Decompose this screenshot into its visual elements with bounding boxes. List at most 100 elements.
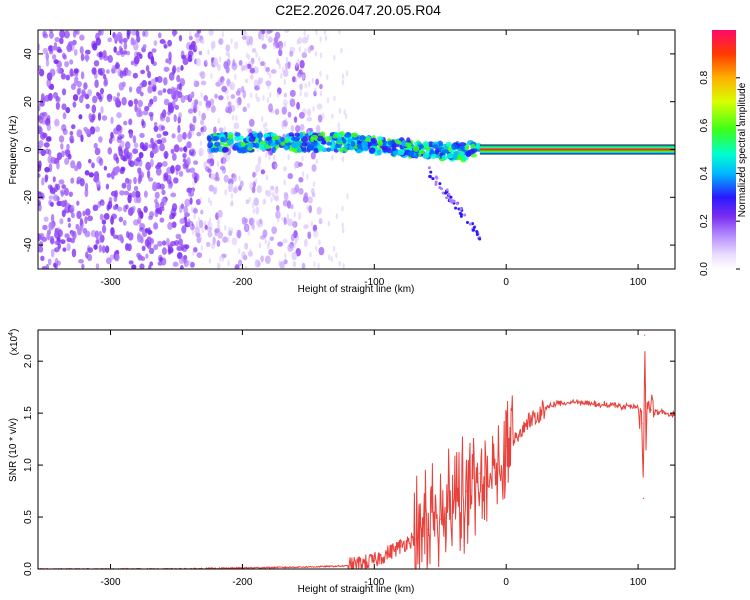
noise-speckle: [275, 204, 280, 212]
noise-speckle: [88, 158, 92, 164]
noise-speckle: [119, 47, 124, 55]
signal-blob: [460, 150, 465, 157]
signal-blob: [370, 137, 377, 144]
noise-speckle: [45, 148, 50, 155]
noise-speckle: [226, 79, 231, 85]
spectrogram-y-label: Frequency (Hz): [8, 116, 19, 185]
noise-speckle: [49, 31, 54, 39]
noise-speckle: [163, 150, 169, 159]
noise-speckle: [62, 247, 67, 252]
noise-streak: [191, 54, 194, 61]
noise-speckle: [166, 237, 170, 247]
noise-speckle: [287, 243, 294, 252]
noise-speckle: [136, 86, 142, 94]
snr-point: [466, 490, 468, 492]
noise-streak: [191, 129, 194, 136]
noise-streak: [189, 30, 192, 37]
trail-dot: [472, 226, 476, 230]
noise-speckle: [290, 187, 296, 195]
spectrogram-x-tick-label: -200: [232, 277, 252, 288]
signal-blob: [211, 135, 219, 142]
noise-speckle: [269, 236, 274, 241]
noise-streak: [274, 162, 277, 169]
noise-speckle: [169, 214, 173, 220]
noise-speckle: [104, 245, 110, 254]
noise-speckle: [173, 144, 180, 153]
noise-streak: [267, 83, 270, 90]
noise-streak: [306, 173, 309, 180]
noise-speckle: [244, 242, 249, 250]
signal-blob: [430, 153, 437, 160]
signal-blob: [432, 144, 439, 149]
noise-speckle: [165, 116, 171, 123]
noise-speckle: [49, 221, 56, 230]
noise-speckle: [182, 158, 187, 163]
noise-streak: [338, 260, 341, 267]
noise-speckle: [103, 79, 108, 87]
noise-streak: [200, 91, 203, 98]
noise-speckle: [80, 134, 84, 143]
noise-speckle: [180, 64, 184, 71]
trail-dot: [448, 198, 452, 202]
noise-speckle: [161, 125, 166, 131]
noise-streak: [327, 220, 331, 227]
noise-speckle: [49, 68, 56, 77]
noise-streak: [248, 196, 251, 203]
noise-speckle: [85, 103, 90, 109]
noise-speckle: [282, 238, 288, 244]
noise-speckle: [289, 50, 294, 57]
trail-dot: [438, 182, 442, 186]
noise-speckle: [66, 242, 71, 252]
trail-dot: [455, 202, 459, 206]
noise-speckle: [147, 70, 152, 79]
noise-speckle: [123, 120, 128, 126]
noise-speckle: [187, 54, 193, 63]
spectrogram-x-tick-label: -300: [101, 277, 121, 288]
noise-streak: [293, 221, 296, 228]
noise-speckle: [181, 225, 187, 234]
noise-speckle: [282, 199, 289, 207]
noise-speckle: [85, 54, 89, 63]
noise-speckle: [150, 55, 155, 65]
noise-speckle: [143, 205, 148, 213]
noise-streak: [252, 218, 256, 225]
noise-speckle: [101, 219, 107, 225]
noise-speckle: [234, 264, 240, 269]
noise-streak: [333, 95, 336, 102]
noise-speckle: [170, 165, 175, 174]
trail-dot: [435, 176, 439, 180]
noise-speckle: [76, 179, 81, 185]
trail-dot: [441, 191, 445, 195]
noise-streak: [222, 153, 226, 160]
noise-streak: [319, 52, 323, 59]
noise-speckle: [257, 156, 262, 165]
snr-point: [571, 401, 573, 403]
noise-speckle: [222, 236, 228, 243]
signal-blob: [326, 141, 332, 146]
noise-speckle: [207, 231, 213, 238]
noise-speckle: [53, 59, 59, 65]
noise-speckle: [71, 124, 76, 130]
noise-speckle: [141, 245, 146, 252]
noise-speckle: [155, 202, 160, 210]
signal-blob: [359, 135, 367, 141]
noise-speckle: [81, 91, 87, 99]
snr-point: [558, 402, 560, 404]
noise-speckle: [179, 264, 184, 269]
noise-speckle: [101, 224, 107, 234]
noise-speckle: [205, 166, 210, 172]
noise-speckle: [203, 95, 208, 102]
noise-speckle: [283, 166, 287, 172]
noise-streak: [202, 129, 205, 136]
signal-blob: [429, 148, 434, 153]
signal-blob: [356, 143, 363, 149]
noise-speckle: [98, 158, 104, 166]
noise-streak: [236, 101, 240, 108]
noise-speckle: [249, 67, 256, 74]
noise-streak: [225, 152, 229, 159]
noise-speckle: [221, 167, 227, 174]
signal-blob: [210, 147, 216, 153]
noise-speckle: [185, 168, 191, 173]
noise-speckle: [40, 192, 45, 200]
noise-speckle: [42, 47, 48, 55]
